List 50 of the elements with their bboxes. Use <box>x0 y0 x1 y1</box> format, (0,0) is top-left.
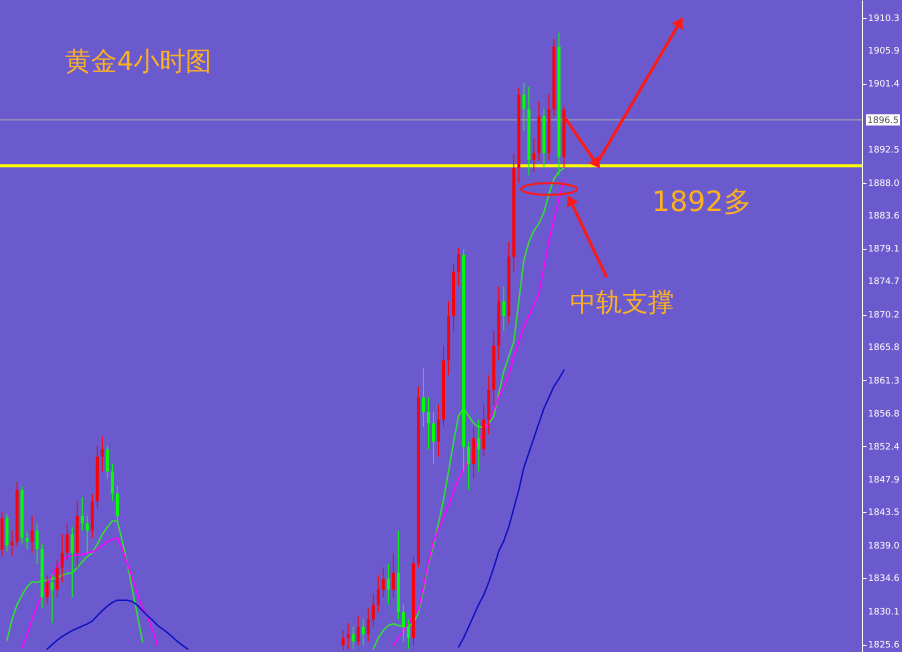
y-tick-label: 1901.4 <box>868 80 900 90</box>
y-tick-label: 1905.9 <box>868 46 900 56</box>
candlestick <box>392 552 395 598</box>
y-tick-label: 1910.3 <box>868 14 900 24</box>
candlestick <box>372 593 375 628</box>
y-tick-label: 1830.1 <box>868 607 900 618</box>
y-tick-label: 1825.6 <box>868 640 900 651</box>
y-tick-label: 1865.8 <box>868 343 900 354</box>
candlestick <box>477 419 480 472</box>
annotation: 中轨支撑 <box>570 288 674 318</box>
candlestick <box>522 82 526 132</box>
candlestick <box>532 138 536 172</box>
candlestick <box>110 464 114 502</box>
candlestick <box>106 445 109 480</box>
candlestick <box>467 441 470 490</box>
candlestick <box>382 567 385 598</box>
text: 黄金4小时图 <box>65 47 212 77</box>
candlestick <box>437 404 440 458</box>
y-tick-label: 1843.5 <box>868 508 900 518</box>
y-tick-label: 1861.3 <box>868 376 900 386</box>
y-tick-label: 1892.5 <box>868 145 900 156</box>
candlestick <box>432 412 436 465</box>
candlestick <box>502 286 506 332</box>
y-tick-label: 1883.6 <box>868 211 900 222</box>
candlestick <box>376 574 380 613</box>
candlestick <box>116 486 119 524</box>
candlestick <box>366 608 370 642</box>
y-tick-label: 1888.0 <box>868 178 900 189</box>
candlestick <box>356 615 360 646</box>
candlestick <box>362 618 365 646</box>
ref-line-label: 1896.5 <box>867 116 899 126</box>
y-tick-label: 1847.9 <box>868 476 900 486</box>
candlestick <box>402 604 405 642</box>
candlestick <box>386 563 390 606</box>
candlestick <box>422 367 425 428</box>
candlestick <box>406 618 410 650</box>
annotation: 1892多 <box>652 185 752 218</box>
y-tick-label: 1856.8 <box>868 410 900 420</box>
candlestick <box>426 396 430 450</box>
y-tick-label: 1839.0 <box>868 541 900 552</box>
candlestick <box>342 630 345 652</box>
y-tick-label: 1852.4 <box>868 442 900 452</box>
y-tick-label: 1870.2 <box>868 310 900 321</box>
y-tick-label: 1834.6 <box>868 574 900 584</box>
y-tick-label: 1879.1 <box>868 244 900 255</box>
candlestick <box>457 247 460 287</box>
candlestick <box>346 622 350 650</box>
candlestick <box>352 626 355 650</box>
y-tick-label: 1874.7 <box>868 277 900 288</box>
candlestick <box>100 436 104 472</box>
